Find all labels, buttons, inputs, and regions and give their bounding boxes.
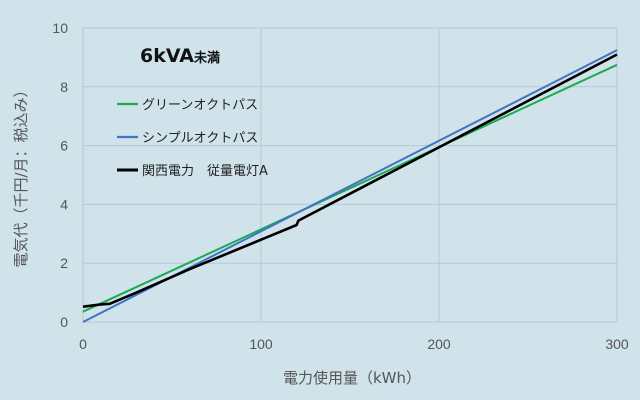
y-axis-title: 電気代（千円/月：税込み） [12,82,30,267]
y-tick-label: 8 [60,79,68,95]
chart-title-suffix: 未満 [193,50,220,66]
x-axis-title: 電力使用量（kWh） [283,369,421,387]
chart-title-main: 6kVA [140,45,194,67]
y-tick-label: 2 [60,255,68,271]
chart-title: 6kVA未満 [140,45,220,67]
y-tick-label: 4 [60,196,68,212]
y-ticks: 0 2 4 6 8 10 [52,20,68,330]
x-tick-label: 300 [605,336,629,352]
legend-label-2: シンプルオクトパス [142,131,258,146]
x-ticks: 0 100 200 300 [79,336,629,352]
legend-label-1: グリーンオクトパス [142,98,258,113]
y-tick-label: 6 [60,138,68,154]
series-lines [82,49,618,323]
y-tick-label: 10 [52,20,68,36]
y-tick-label: 0 [60,314,68,330]
series-line-3 [82,53,618,308]
grid [82,27,618,323]
legend-label-3: 関西電力 従量電灯A [142,164,268,179]
x-tick-label: 100 [249,336,273,352]
x-tick-label: 200 [427,336,451,352]
series-line-1 [82,63,618,313]
x-tick-label: 0 [79,336,87,352]
